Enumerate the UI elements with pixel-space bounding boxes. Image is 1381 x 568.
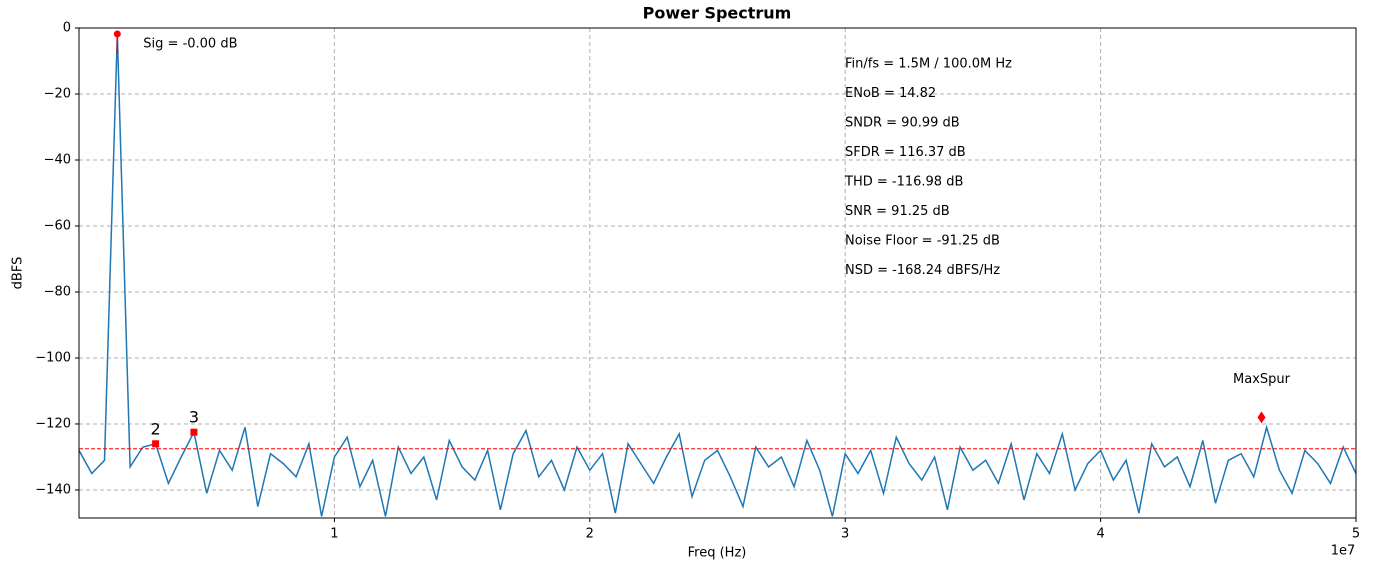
metric-text: Noise Floor = -91.25 dB bbox=[845, 234, 1000, 249]
harmonic-marker bbox=[190, 428, 198, 436]
metric-text: SNR = 91.25 dB bbox=[845, 204, 950, 219]
harmonic-label: 2 bbox=[151, 419, 161, 438]
metric-text: THD = -116.98 dB bbox=[844, 175, 963, 190]
y-tick-label: 0 bbox=[63, 21, 71, 36]
x-tick-label: 4 bbox=[1096, 527, 1104, 542]
y-tick-label: −140 bbox=[35, 482, 71, 497]
y-tick-label: −60 bbox=[44, 218, 71, 233]
plot-frame bbox=[78, 27, 1357, 519]
x-tick-label: 5 bbox=[1352, 527, 1360, 542]
harmonic-label: 3 bbox=[189, 408, 199, 427]
x-tick-label: 3 bbox=[841, 527, 849, 542]
y-tick-label: −20 bbox=[44, 86, 71, 101]
x-tick-label: 2 bbox=[586, 527, 594, 542]
y-tick-label: −120 bbox=[35, 416, 71, 431]
metric-text: ENoB = 14.82 bbox=[845, 86, 936, 101]
max-spur-marker bbox=[1257, 411, 1266, 424]
x-axis-label: Freq (Hz) bbox=[688, 546, 747, 561]
x-offset-label: 1e7 bbox=[1331, 544, 1356, 559]
harmonic-marker bbox=[152, 440, 160, 448]
chart-title: Power Spectrum bbox=[643, 4, 792, 23]
metric-text: SNDR = 90.99 dB bbox=[845, 116, 960, 131]
y-tick-label: −80 bbox=[44, 284, 71, 299]
metric-text: SFDR = 116.37 dB bbox=[845, 145, 966, 160]
signal-marker bbox=[113, 30, 121, 38]
metric-text: NSD = -168.24 dBFS/Hz bbox=[845, 263, 1000, 278]
spectrum-line bbox=[79, 33, 1356, 517]
y-axis-label: dBFS bbox=[11, 257, 26, 290]
max-spur-label: MaxSpur bbox=[1233, 372, 1291, 387]
x-tick-label: 1 bbox=[330, 527, 338, 542]
y-tick-label: −100 bbox=[35, 350, 71, 365]
metric-text: Fin/fs = 1.5M / 100.0M Hz bbox=[845, 57, 1012, 72]
y-tick-label: −40 bbox=[44, 152, 71, 167]
signal-label: Sig = -0.00 dB bbox=[143, 37, 237, 52]
